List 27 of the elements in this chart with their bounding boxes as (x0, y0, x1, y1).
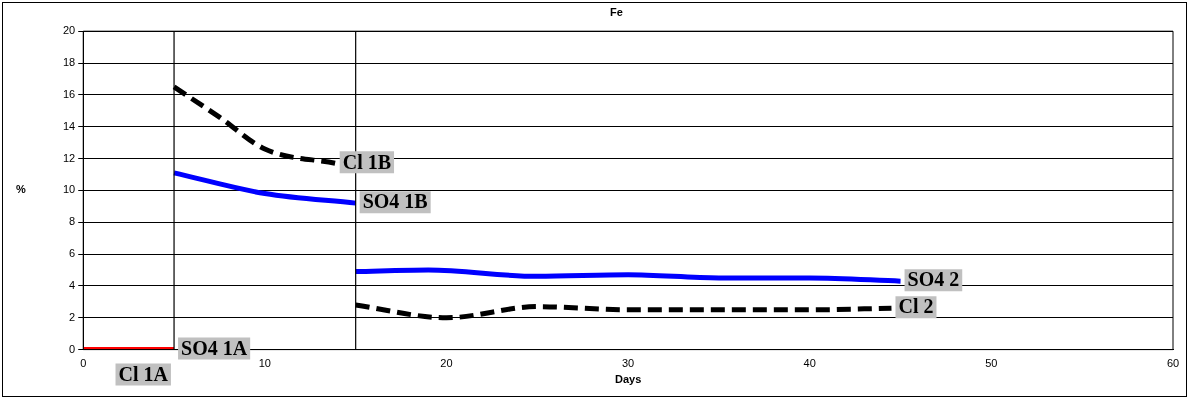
chart-title: Fe (610, 5, 623, 18)
y-tick-label: 8 (69, 215, 76, 228)
y-tick-label: 2 (69, 310, 76, 323)
series-label: SO4 1B (362, 190, 428, 213)
x-axis-title: Days (614, 373, 642, 386)
x-tick-label: 40 (803, 357, 816, 370)
y-tick-label: 6 (69, 247, 76, 260)
series-label: Cl 2 (898, 295, 934, 318)
y-tick-label: 10 (62, 183, 76, 196)
x-tick-label: 20 (440, 357, 453, 370)
x-tick-label: 60 (1166, 357, 1180, 370)
series-label: SO4 2 (907, 268, 960, 291)
y-tick-label: 20 (62, 24, 76, 37)
y-tick-label: 0 (69, 342, 76, 355)
y-axis-title: % (16, 183, 26, 196)
x-tick-label: 10 (258, 357, 271, 370)
y-tick-label: 14 (62, 119, 76, 132)
x-tick-label: 50 (985, 357, 998, 370)
series-label: Cl 1B (342, 150, 392, 173)
y-tick-label: 12 (62, 151, 76, 164)
text: Cl 1A (118, 362, 169, 385)
y-tick-label: 16 (62, 87, 76, 100)
y-tick-label: 4 (69, 278, 76, 291)
x-tick-label: 30 (621, 357, 635, 370)
y-tick-label: 18 (62, 56, 76, 69)
series-label: SO4 1A (181, 336, 248, 359)
x-tick-label: 0 (80, 357, 87, 370)
